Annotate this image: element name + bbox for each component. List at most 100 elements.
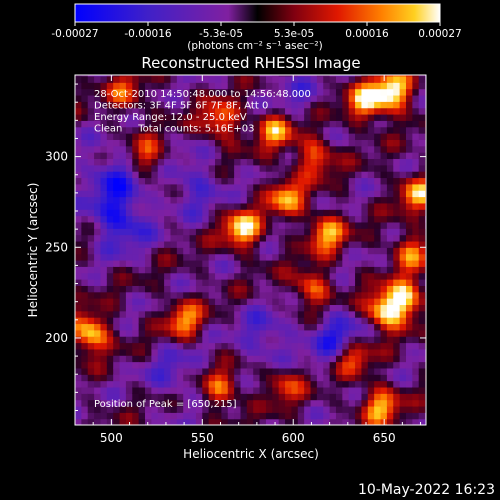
- heatmap-cell: [234, 82, 242, 90]
- heatmap-cell: [183, 94, 191, 102]
- heatmap-cell: [405, 336, 413, 344]
- heatmap-cell: [291, 253, 299, 261]
- heatmap-cell: [367, 393, 375, 401]
- heatmap-cell: [304, 221, 312, 229]
- heatmap-cell: [386, 418, 394, 425]
- heatmap-cell: [106, 285, 114, 293]
- heatmap-cell: [132, 317, 140, 325]
- heatmap-cell: [208, 355, 216, 363]
- heatmap-cell: [100, 272, 108, 280]
- heatmap-cell: [374, 342, 382, 350]
- heatmap-cell: [215, 279, 223, 286]
- heatmap-cell: [272, 139, 280, 147]
- heatmap-cell: [361, 259, 369, 267]
- heatmap-cell: [202, 380, 210, 388]
- heatmap-cell: [145, 190, 152, 198]
- heatmap-cell: [81, 177, 89, 185]
- heatmap-cell: [310, 279, 318, 286]
- heatmap-cell: [367, 234, 375, 242]
- heatmap-cell: [119, 304, 127, 312]
- heatmap-cell: [119, 279, 127, 286]
- heatmap-cell: [240, 228, 248, 236]
- heatmap-cell: [405, 266, 413, 274]
- heatmap-cell: [125, 259, 133, 267]
- heatmap-cell: [316, 126, 324, 134]
- heatmap-cell: [329, 133, 337, 140]
- x-axis-ticks: 500 550 600 650: [92, 75, 422, 445]
- heatmap-cell: [310, 272, 318, 280]
- heatmap-cell: [380, 145, 388, 153]
- heatmap-cell: [113, 412, 121, 420]
- heatmap-cell: [297, 82, 305, 90]
- heatmap-cell: [291, 158, 299, 166]
- heatmap-cell: [297, 361, 305, 369]
- heatmap-cell: [138, 215, 146, 223]
- heatmap-cell: [412, 367, 420, 375]
- heatmap-cell: [138, 82, 146, 90]
- heatmap-cell: [367, 259, 375, 267]
- heatmap-cell: [310, 75, 318, 83]
- heatmap-cell: [170, 120, 178, 128]
- heatmap-cell: [176, 107, 184, 115]
- heatmap-cell: [272, 342, 280, 350]
- heatmap-cell: [342, 266, 350, 274]
- heatmap-cell: [125, 75, 133, 77]
- heatmap-cell: [323, 94, 331, 102]
- heatmap-cell: [183, 285, 191, 293]
- heatmap-cell: [164, 133, 172, 140]
- heatmap-cell: [157, 145, 165, 153]
- heatmap-cell: [119, 310, 127, 318]
- heatmap-cell: [157, 266, 165, 274]
- heatmap-cell: [361, 152, 369, 160]
- heatmap-cell: [151, 202, 159, 210]
- heatmap-cell: [259, 399, 267, 407]
- heatmap-cell: [234, 329, 242, 337]
- heatmap-cell: [208, 317, 216, 325]
- heatmap-cell: [348, 285, 356, 293]
- heatmap-cell: [329, 393, 337, 401]
- heatmap-cell: [221, 171, 229, 179]
- heatmap-cell: [259, 94, 267, 102]
- heatmap-cell: [285, 317, 293, 325]
- heatmap-cell: [291, 196, 299, 204]
- heatmap-cell: [106, 418, 114, 425]
- heatmap-cell: [323, 418, 331, 425]
- colorbar-units: (photons cm⁻² s⁻¹ asec⁻²): [187, 40, 322, 52]
- heatmap-cell: [335, 374, 343, 382]
- heatmap-cell: [125, 336, 133, 344]
- heatmap-cell: [329, 196, 337, 204]
- heatmap-cell: [335, 82, 343, 90]
- heatmap-cell: [418, 107, 426, 115]
- heatmap-cell: [374, 75, 382, 83]
- heatmap-cell: [310, 291, 318, 299]
- heatmap-cell: [323, 139, 331, 147]
- heatmap-cell: [335, 240, 343, 248]
- heatmap-cell: [355, 367, 363, 375]
- heatmap-cell: [170, 412, 178, 420]
- heatmap-cell: [94, 107, 102, 115]
- heatmap-cell: [374, 177, 382, 185]
- heatmap-cell: [157, 196, 165, 204]
- heatmap-cell: [355, 393, 363, 401]
- heatmap-cell: [253, 145, 261, 153]
- heatmap-cell: [202, 298, 210, 306]
- heatmap-cell: [81, 412, 89, 420]
- heatmap-cell: [393, 412, 401, 420]
- heatmap-cell: [240, 367, 248, 375]
- heatmap-cell: [132, 342, 140, 350]
- heatmap-cell: [125, 304, 133, 312]
- heatmap-cell: [374, 374, 382, 382]
- heatmap-cell: [157, 94, 165, 102]
- heatmap-cell: [246, 266, 254, 274]
- heatmap-cell: [405, 234, 413, 242]
- heatmap-cell: [125, 164, 133, 172]
- heatmap-cell: [342, 171, 350, 179]
- heatmap-cell: [145, 164, 152, 172]
- heatmap-cell: [380, 120, 388, 128]
- heatmap-cell: [170, 266, 178, 274]
- heatmap-cell: [367, 75, 375, 77]
- heatmap-cell: [272, 291, 280, 299]
- heatmap-cell: [399, 247, 407, 255]
- heatmap-cell: [100, 374, 108, 382]
- heatmap-cell: [176, 240, 184, 248]
